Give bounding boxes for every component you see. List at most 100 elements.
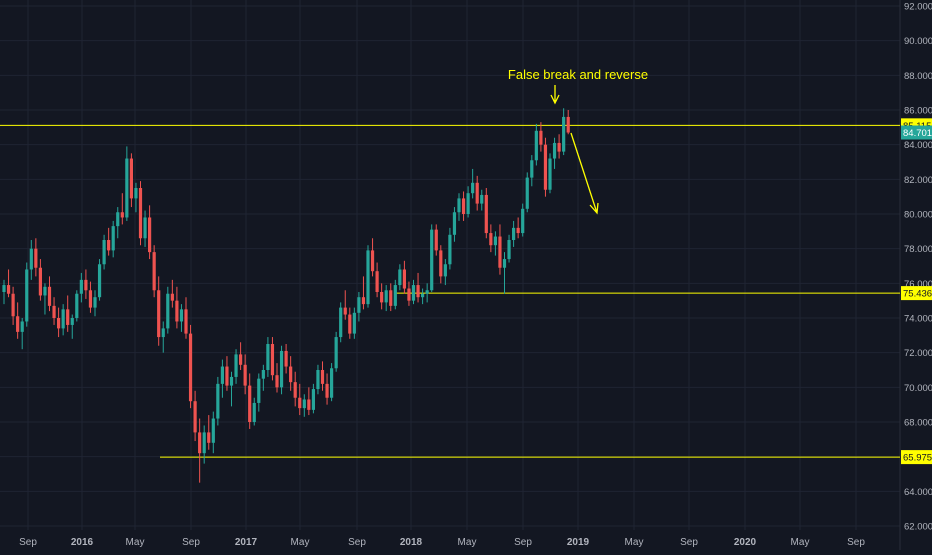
candle-body — [11, 293, 15, 317]
candle-body — [521, 208, 525, 234]
candle-body — [70, 318, 74, 325]
y-tick-label: 92.000 — [904, 2, 932, 13]
candle-body — [207, 432, 211, 443]
candle-body — [184, 309, 188, 334]
candle-body — [220, 366, 224, 384]
candle-body — [302, 399, 306, 409]
candle-body — [120, 212, 124, 218]
candle-body — [434, 229, 438, 251]
y-tick-label: 78.000 — [904, 244, 932, 255]
x-tick-label: May — [625, 537, 644, 548]
candle-body — [57, 318, 61, 329]
x-tick-label: May — [291, 537, 310, 548]
candle-body — [380, 292, 384, 303]
candle-body — [339, 307, 343, 338]
candle-body — [534, 130, 538, 161]
candle-body — [475, 182, 479, 204]
last-price-label: 84.701 — [903, 128, 932, 139]
candle-body — [129, 158, 133, 199]
candle-body — [25, 269, 29, 322]
candle-body — [61, 309, 65, 329]
candle-body — [452, 212, 457, 235]
candle-body — [539, 130, 543, 145]
candle-body — [225, 366, 229, 386]
candle-body — [239, 354, 243, 365]
candle-body — [411, 285, 416, 301]
candle-body — [393, 285, 397, 306]
level-price-tag — [901, 286, 932, 301]
candle-body — [375, 271, 379, 292]
candle-body — [407, 288, 411, 301]
candle-body — [402, 269, 406, 289]
x-tick-label: May — [458, 537, 477, 548]
x-tick-label: 2019 — [567, 537, 590, 548]
candle-body — [43, 286, 47, 296]
candle-body — [266, 344, 270, 370]
time-axis[interactable]: Sep 2016 May Sep 2017 May Sep 2018 May Sep 2019 May… — [19, 537, 865, 548]
candle-body — [6, 285, 11, 294]
candle-body — [275, 375, 279, 388]
candle-body — [143, 217, 147, 239]
candle-body — [361, 297, 366, 305]
candle-body — [357, 297, 361, 313]
x-tick-label: 2020 — [734, 537, 757, 548]
candle-body — [125, 158, 129, 218]
annotation-false-break-label: False break and reverse — [508, 67, 648, 82]
candle-body — [316, 370, 320, 390]
candle-body — [370, 250, 375, 272]
candle-body — [252, 402, 256, 422]
candle-body — [507, 240, 511, 260]
y-tick-label: 74.000 — [904, 314, 932, 325]
annotations-layer: False break and reverse — [508, 67, 648, 215]
candle-body — [562, 116, 566, 152]
x-tick-label: Sep — [514, 537, 532, 548]
candle-body — [516, 227, 520, 234]
candle-body — [84, 279, 88, 291]
x-tick-label: May — [126, 537, 145, 548]
candle-body — [211, 418, 215, 443]
y-tick-label: 72.000 — [904, 348, 932, 359]
candle-body — [20, 321, 24, 332]
candle-body — [179, 309, 184, 322]
candle-body — [425, 290, 429, 294]
candle-body — [107, 240, 111, 251]
y-tick-label: 88.000 — [904, 71, 932, 82]
candle-body — [97, 264, 102, 298]
candle-body — [557, 142, 561, 152]
candle-body — [389, 290, 393, 306]
candle-body — [525, 177, 529, 209]
candle-body — [166, 293, 170, 329]
candle-body — [2, 285, 6, 292]
candle-body — [34, 248, 38, 268]
candle-body — [75, 293, 79, 318]
candle-body — [457, 198, 461, 213]
y-tick-label: 86.000 — [904, 106, 932, 117]
candle-body — [430, 229, 434, 291]
x-tick-label: 2018 — [400, 537, 423, 548]
level-price-tag — [901, 450, 932, 465]
candle-body — [234, 354, 238, 377]
level-price-label: 75.436 — [903, 289, 932, 300]
candle-body — [298, 397, 302, 409]
candle-body — [330, 368, 334, 398]
candle-body — [16, 316, 20, 332]
x-tick-label: Sep — [19, 537, 37, 548]
candle-body — [279, 350, 284, 388]
candle-body — [543, 144, 548, 190]
candle-body — [188, 333, 193, 402]
annotation-arrow-down-icon — [550, 85, 560, 105]
candle-body — [202, 432, 206, 454]
x-tick-label: Sep — [182, 537, 200, 548]
candle-body — [502, 259, 507, 268]
candle-body — [47, 286, 52, 306]
y-tick-label: 82.000 — [904, 175, 932, 186]
candle-body — [293, 382, 297, 398]
candle-body — [248, 385, 252, 422]
candle-body — [93, 297, 97, 308]
candle-body — [170, 293, 174, 301]
candle-body — [443, 264, 447, 277]
y-tick-label: 90.000 — [904, 36, 932, 47]
